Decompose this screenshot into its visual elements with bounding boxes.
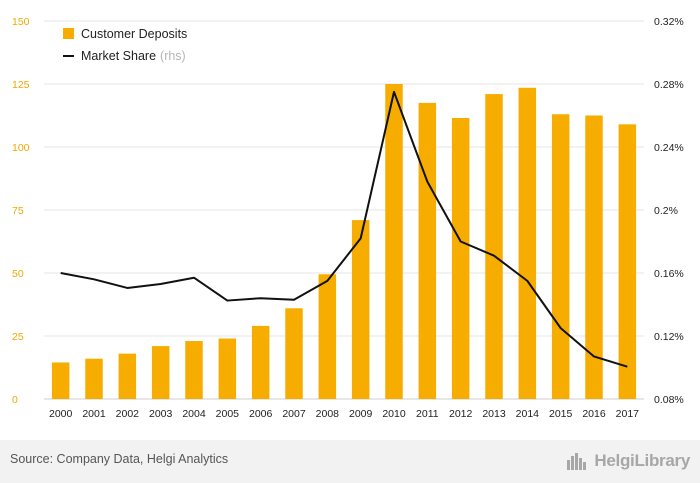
x-tick-label: 2015 (549, 408, 573, 420)
x-tick-label: 2004 (182, 408, 206, 420)
right-axis-ticks: 0.08% 0.12% 0.16% 0.2% 0.24% 0.28% 0.32% (654, 16, 684, 406)
x-tick-label: 2000 (49, 408, 73, 420)
left-tick-label: 100 (12, 142, 30, 154)
bar-customer-deposits-2004 (185, 341, 203, 399)
left-tick-label: 50 (12, 268, 24, 280)
x-tick-label: 2008 (316, 408, 340, 420)
gridlines (44, 20, 644, 400)
bar-customer-deposits-2005 (218, 338, 237, 399)
legend-label-market-share: Market Share (81, 49, 156, 63)
bar-customer-deposits-2010 (385, 84, 403, 399)
x-tick-label: 2017 (616, 408, 640, 420)
bar-customer-deposits-2013 (485, 94, 503, 399)
bar-customer-deposits-2015 (551, 114, 570, 400)
left-tick-label: 125 (12, 79, 30, 91)
x-tick-label: 2016 (582, 408, 606, 420)
legend-label-customer-deposits: Customer Deposits (81, 27, 187, 41)
bar-customer-deposits-2011 (418, 102, 437, 400)
bar-customer-deposits-2012 (451, 118, 470, 400)
left-tick-label: 0 (12, 394, 18, 406)
city-skyline-icon (567, 453, 587, 470)
x-tick-label: 2005 (216, 408, 240, 420)
source-note: Source: Company Data, Helgi Analytics (10, 452, 229, 466)
svg-text:Market Share(rhs): Market Share (rhs) (81, 49, 186, 63)
x-tick-label: 2011 (416, 408, 439, 420)
line-market-share (60, 90, 628, 368)
x-tick-label: 2012 (449, 408, 473, 420)
bar-customer-deposits-2001 (85, 358, 103, 399)
left-tick-label: 150 (12, 16, 30, 28)
x-tick-label: 2001 (82, 408, 106, 420)
x-tick-label: 2007 (282, 408, 306, 420)
x-tick-label: 2010 (382, 408, 406, 420)
brand-logo: HelgiLibrary (566, 448, 690, 474)
right-tick-label: 0.24% (654, 142, 684, 154)
left-tick-label: 75 (12, 205, 24, 217)
right-tick-label: 0.28% (654, 79, 684, 91)
line-series-market-share (60, 90, 628, 368)
right-tick-label: 0.2% (654, 205, 678, 217)
right-tick-label: 0.12% (654, 331, 684, 343)
right-tick-label: 0.08% (654, 394, 684, 406)
bar-customer-deposits-2017 (618, 124, 637, 399)
x-tick-label: 2009 (349, 408, 373, 420)
x-axis-ticks: 2000 2001 2002 2003 2004 2005 2006 2007 2008 2009… (49, 408, 639, 420)
left-axis-ticks: 0 25 50 75 100 125 150 (12, 16, 30, 406)
x-tick-label: 2014 (516, 408, 540, 420)
right-tick-label: 0.16% (654, 268, 684, 280)
bar-customer-deposits-2007 (285, 308, 303, 399)
legend: Customer Deposits Market Share (rhs) (63, 27, 187, 63)
bar-customer-deposits-2014 (518, 87, 537, 399)
bar-customer-deposits-2006 (251, 325, 270, 399)
right-tick-label: 0.32% (654, 16, 684, 28)
left-tick-label: 25 (12, 331, 24, 343)
legend-swatch-customer-deposits (63, 28, 74, 39)
bar-customer-deposits-2016 (585, 115, 603, 399)
bar-customer-deposits-2003 (151, 346, 170, 399)
x-tick-label: 2002 (116, 408, 140, 420)
x-tick-label: 2003 (149, 408, 173, 420)
footer-bar: Source: Company Data, Helgi Analytics He… (0, 440, 700, 483)
brand-name: HelgiLibrary (594, 451, 690, 470)
x-tick-label: 2013 (482, 408, 506, 420)
bar-series-customer-deposits (51, 84, 637, 400)
bar-customer-deposits-2008 (318, 274, 337, 399)
bar-customer-deposits-2002 (118, 353, 137, 399)
legend-suffix-rhs: (rhs) (160, 49, 186, 63)
chart-area: 0 25 50 75 100 125 150 0.08% 0.12% 0.16% 0.2% 0.24… (12, 16, 684, 420)
bar-customer-deposits-2000 (51, 362, 70, 399)
bar-customer-deposits-2009 (351, 220, 370, 399)
x-tick-label: 2006 (249, 408, 273, 420)
